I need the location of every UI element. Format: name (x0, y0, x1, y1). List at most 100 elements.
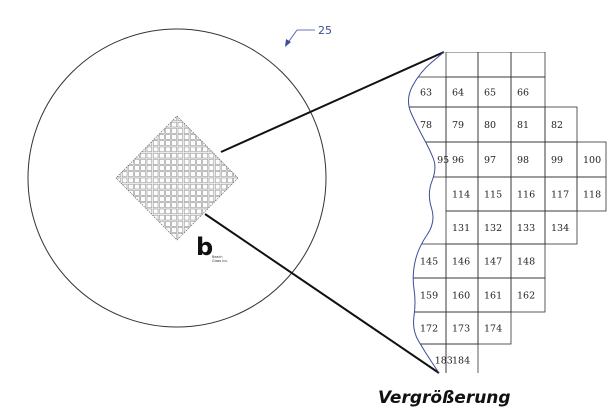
die-cell (221, 215, 227, 221)
die-cell (208, 196, 214, 202)
enlarged-cell-number: 184 (452, 356, 470, 367)
die-cell (165, 202, 171, 208)
die-cell (184, 165, 190, 171)
die-cell (227, 184, 233, 190)
die-cell (171, 153, 177, 159)
die-cell (153, 122, 159, 128)
die-cell (190, 202, 196, 208)
die-cell (233, 116, 238, 121)
die-cell (221, 233, 227, 239)
die-cell (190, 208, 196, 214)
die-cell (134, 215, 140, 221)
enlarged-cell-number: 98 (517, 155, 529, 166)
die-cell (159, 202, 165, 208)
die-cell (116, 190, 121, 196)
die-cell (208, 221, 214, 227)
die-cell (165, 165, 171, 171)
die-cell (128, 146, 134, 152)
die-cell (134, 134, 140, 140)
die-cell (196, 196, 202, 202)
die-cell (116, 208, 121, 214)
die-cell (177, 177, 183, 183)
die-cell (190, 165, 196, 171)
die-cell (190, 159, 196, 165)
die-cell (208, 184, 214, 190)
die-cell (134, 184, 140, 190)
die-cell (153, 165, 159, 171)
die-cell (233, 153, 238, 159)
die-cell (233, 134, 238, 140)
die-cell (153, 140, 159, 146)
die-cell (128, 227, 134, 233)
die-cell (177, 221, 183, 227)
die-cell (184, 196, 190, 202)
enlarged-cell-number: 97 (484, 155, 496, 166)
die-cell (196, 128, 202, 134)
die-cell (140, 140, 146, 146)
logo-mark: b (196, 233, 213, 261)
die-cell (177, 184, 183, 190)
die-cell (196, 153, 202, 159)
enlarged-cell-number: 147 (484, 257, 502, 268)
die-cell (165, 128, 171, 134)
die-cell (227, 177, 233, 183)
die-cell (140, 146, 146, 152)
die-cell (146, 202, 152, 208)
die-cell (122, 233, 128, 239)
die-cell (122, 116, 128, 121)
die-cell (116, 202, 121, 208)
enlargement-caption: Vergrößerung (378, 388, 511, 408)
die-array-outline (115, 115, 239, 241)
die-cell (227, 233, 233, 239)
die-cell (140, 153, 146, 159)
die-cell (159, 239, 165, 240)
die-cell (153, 146, 159, 152)
die-cell (122, 153, 128, 159)
die-cell (165, 233, 171, 239)
cut-edge (408, 51, 445, 374)
die-cell (233, 221, 238, 227)
die-cell (140, 116, 146, 121)
die-cell (140, 208, 146, 214)
die-cell (116, 165, 121, 171)
die-cell (128, 221, 134, 227)
die-cell (159, 215, 165, 221)
die-cell (146, 116, 152, 121)
die-cell (153, 202, 159, 208)
die-cell (122, 202, 128, 208)
die-cell (159, 165, 165, 171)
die-cell (146, 122, 152, 128)
enlarged-cell (510, 277, 546, 313)
die-cell (171, 140, 177, 146)
die-cell (202, 116, 208, 121)
die-cell (190, 116, 196, 121)
die-cell (177, 190, 183, 196)
die-cell (233, 177, 238, 183)
die-cell (215, 134, 221, 140)
die-cell (134, 165, 140, 171)
die-cell (190, 190, 196, 196)
die-cell (159, 134, 165, 140)
die-cell (184, 184, 190, 190)
die-cell (171, 233, 177, 239)
die-cell (190, 122, 196, 128)
die-cell (153, 128, 159, 134)
die-cell (233, 122, 238, 128)
die-cell (196, 221, 202, 227)
die-cell (202, 153, 208, 159)
enlarged-cell-number: 115 (484, 190, 502, 201)
die-cell (177, 122, 183, 128)
die-cell (221, 239, 227, 240)
die-cell (146, 227, 152, 233)
die-cell (134, 159, 140, 165)
die-cell (159, 196, 165, 202)
die-cell (122, 146, 128, 152)
die-cell (233, 165, 238, 171)
die-cell (146, 239, 152, 240)
die-cell (171, 227, 177, 233)
logo-line-1: Beach (212, 255, 223, 259)
die-cell (221, 202, 227, 208)
die-cell (116, 227, 121, 233)
die-cell (146, 184, 152, 190)
enlarged-cell (445, 343, 479, 373)
